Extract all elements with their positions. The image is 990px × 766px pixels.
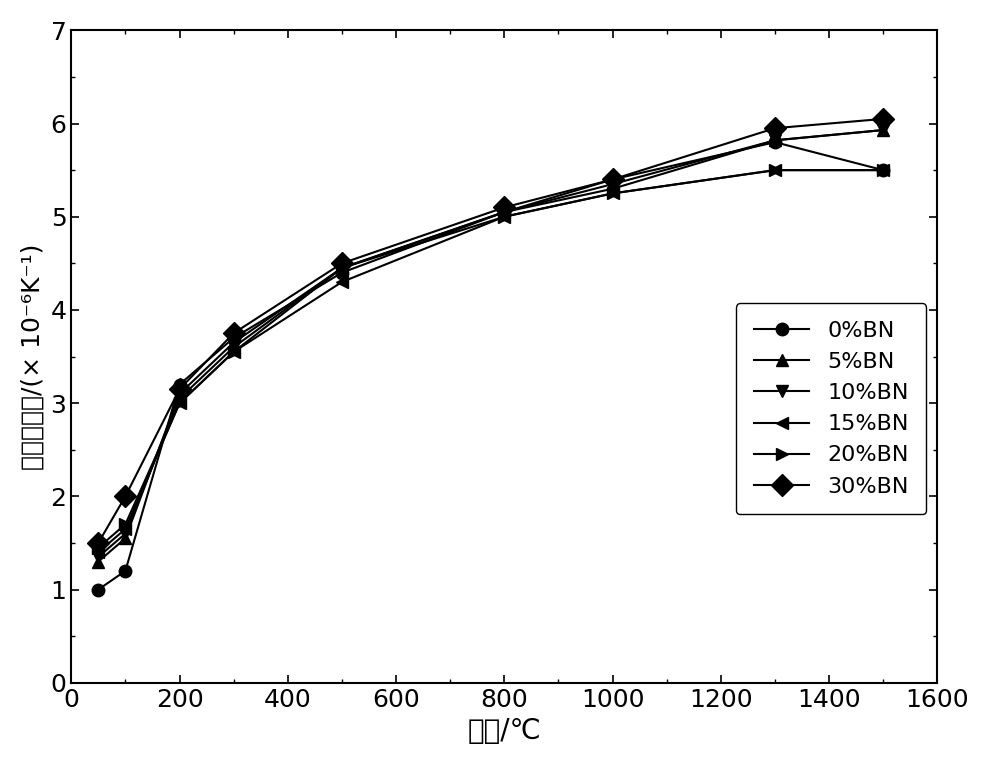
15%BN bbox=[120, 525, 132, 534]
0%BN bbox=[336, 268, 347, 277]
30%BN bbox=[769, 123, 781, 133]
10%BN bbox=[173, 394, 185, 403]
20%BN bbox=[498, 212, 510, 221]
10%BN bbox=[336, 264, 347, 273]
Legend: 0%BN, 5%BN, 10%BN, 15%BN, 20%BN, 30%BN: 0%BN, 5%BN, 10%BN, 15%BN, 20%BN, 30%BN bbox=[736, 303, 927, 514]
0%BN bbox=[173, 380, 185, 389]
Y-axis label: 热膨胀系数/(× 10⁻⁶K⁻¹): 热膨胀系数/(× 10⁻⁶K⁻¹) bbox=[21, 244, 45, 470]
15%BN bbox=[769, 165, 781, 175]
Line: 5%BN: 5%BN bbox=[92, 124, 889, 568]
5%BN bbox=[228, 338, 240, 347]
5%BN bbox=[877, 126, 889, 135]
30%BN bbox=[877, 114, 889, 123]
15%BN bbox=[498, 212, 510, 221]
10%BN bbox=[498, 208, 510, 217]
30%BN bbox=[498, 203, 510, 212]
10%BN bbox=[769, 136, 781, 145]
0%BN bbox=[877, 165, 889, 175]
15%BN bbox=[336, 277, 347, 286]
30%BN bbox=[607, 175, 619, 184]
10%BN bbox=[877, 126, 889, 135]
20%BN bbox=[173, 398, 185, 408]
20%BN bbox=[228, 347, 240, 356]
20%BN bbox=[336, 264, 347, 273]
5%BN bbox=[769, 136, 781, 145]
Line: 0%BN: 0%BN bbox=[92, 136, 889, 596]
15%BN bbox=[228, 347, 240, 356]
0%BN bbox=[769, 138, 781, 147]
20%BN bbox=[877, 165, 889, 175]
Line: 30%BN: 30%BN bbox=[91, 111, 891, 551]
20%BN bbox=[92, 543, 104, 552]
5%BN bbox=[173, 389, 185, 398]
15%BN bbox=[607, 189, 619, 198]
0%BN bbox=[498, 208, 510, 217]
20%BN bbox=[120, 519, 132, 529]
0%BN bbox=[228, 333, 240, 342]
Line: 20%BN: 20%BN bbox=[92, 164, 889, 554]
10%BN bbox=[607, 184, 619, 193]
30%BN bbox=[228, 329, 240, 338]
15%BN bbox=[173, 398, 185, 408]
5%BN bbox=[92, 557, 104, 566]
Line: 10%BN: 10%BN bbox=[92, 124, 889, 563]
10%BN bbox=[228, 342, 240, 352]
20%BN bbox=[607, 189, 619, 198]
5%BN bbox=[498, 208, 510, 217]
10%BN bbox=[92, 552, 104, 561]
0%BN bbox=[607, 175, 619, 184]
0%BN bbox=[120, 566, 132, 575]
30%BN bbox=[173, 385, 185, 394]
5%BN bbox=[607, 179, 619, 188]
5%BN bbox=[336, 264, 347, 273]
30%BN bbox=[336, 259, 347, 268]
15%BN bbox=[877, 165, 889, 175]
20%BN bbox=[769, 165, 781, 175]
10%BN bbox=[120, 529, 132, 538]
15%BN bbox=[92, 548, 104, 557]
5%BN bbox=[120, 534, 132, 543]
0%BN bbox=[92, 585, 104, 594]
30%BN bbox=[120, 492, 132, 501]
Line: 15%BN: 15%BN bbox=[92, 164, 889, 558]
30%BN bbox=[92, 538, 104, 548]
X-axis label: 温度/℃: 温度/℃ bbox=[467, 717, 542, 745]
